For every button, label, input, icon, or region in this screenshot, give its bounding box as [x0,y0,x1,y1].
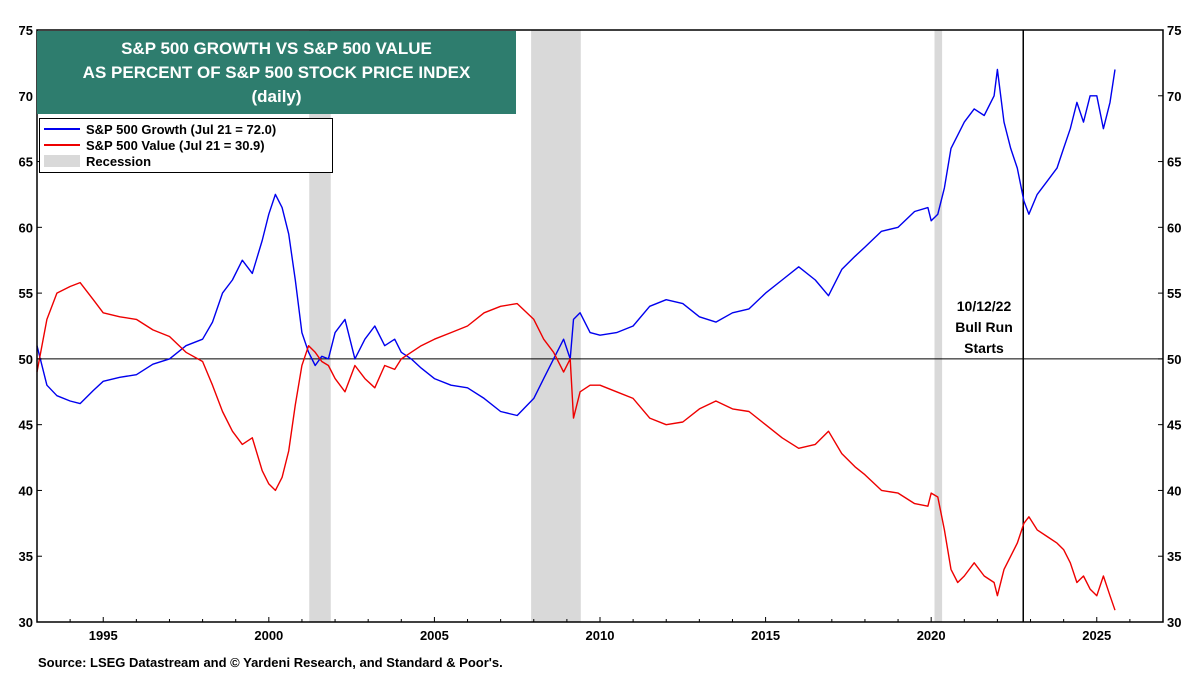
series-lines [36,68,1116,611]
y-tick-label-right-60: 60 [1167,220,1181,235]
axis-ticks: 1995 2000 2005 2010 2015 2020 2025 30 30 35 35 40 40… [19,23,1182,643]
legend-label-value: S&P 500 Value (Jul 21 = 30.9) [86,137,265,153]
x-tick-label-1995: 1995 [89,628,118,643]
legend-item-recession: Recession [44,153,328,169]
legend-swatch-value [44,144,80,146]
recession-band-2 [934,30,943,622]
y-tick-label-right-30: 30 [1167,615,1181,630]
y-tick-label-left-35: 35 [19,549,33,564]
series-line-value [36,281,1116,611]
series-line-growth [36,68,1116,417]
y-tick-label-left-65: 65 [19,155,33,170]
y-tick-label-left-55: 55 [19,286,33,301]
y-tick-label-left-45: 45 [19,418,33,433]
annotation-line3: Starts [964,340,1004,356]
y-tick-label-right-35: 35 [1167,549,1181,564]
annotation-date: 10/12/22 [956,298,1012,314]
legend-item-growth: S&P 500 Growth (Jul 21 = 72.0) [44,121,328,137]
legend-label-growth: S&P 500 Growth (Jul 21 = 72.0) [86,121,277,137]
legend-label-recession: Recession [86,153,152,169]
y-tick-label-right-50: 50 [1167,352,1181,367]
legend-swatch-growth [44,128,80,130]
y-tick-label-right-40: 40 [1167,483,1181,498]
y-tick-label-right-45: 45 [1167,418,1181,433]
legend: S&P 500 Growth (Jul 21 = 72.0) S&P 500 V… [39,118,333,173]
x-tick-label-2010: 2010 [586,628,615,643]
recession-band-0 [309,30,331,622]
x-tick-label-2025: 2025 [1082,628,1111,643]
x-tick-label-2015: 2015 [751,628,780,643]
y-tick-label-right-55: 55 [1167,286,1181,301]
x-tick-label-2005: 2005 [420,628,449,643]
x-tick-label-2020: 2020 [917,628,946,643]
chart-subtitle: AS PERCENT OF S&P 500 STOCK PRICE INDEX [82,62,471,82]
y-tick-label-left-30: 30 [19,615,33,630]
y-tick-label-right-70: 70 [1167,89,1181,104]
chart-title-box: S&P 500 GROWTH VS S&P 500 VALUE AS PERCE… [37,31,516,114]
y-tick-label-left-50: 50 [19,352,33,367]
y-tick-label-left-60: 60 [19,220,33,235]
y-tick-label-right-65: 65 [1167,155,1181,170]
annotation-line2: Bull Run [955,319,1013,335]
recession-bands [309,30,943,622]
x-tick-label-2000: 2000 [254,628,283,643]
legend-item-value: S&P 500 Value (Jul 21 = 30.9) [44,137,328,153]
chart-subtitle-daily: (daily) [251,86,302,106]
y-tick-label-left-75: 75 [19,23,33,38]
bull-run-annotation: 10/12/22 Bull Run Starts [946,296,1022,359]
y-tick-label-left-40: 40 [19,483,33,498]
source-note: Source: LSEG Datastream and © Yardeni Re… [38,655,503,670]
y-tick-label-right-75: 75 [1167,23,1181,38]
legend-swatch-recession [44,155,80,167]
y-tick-label-left-70: 70 [19,89,33,104]
chart-title: S&P 500 GROWTH VS S&P 500 VALUE [121,38,432,58]
